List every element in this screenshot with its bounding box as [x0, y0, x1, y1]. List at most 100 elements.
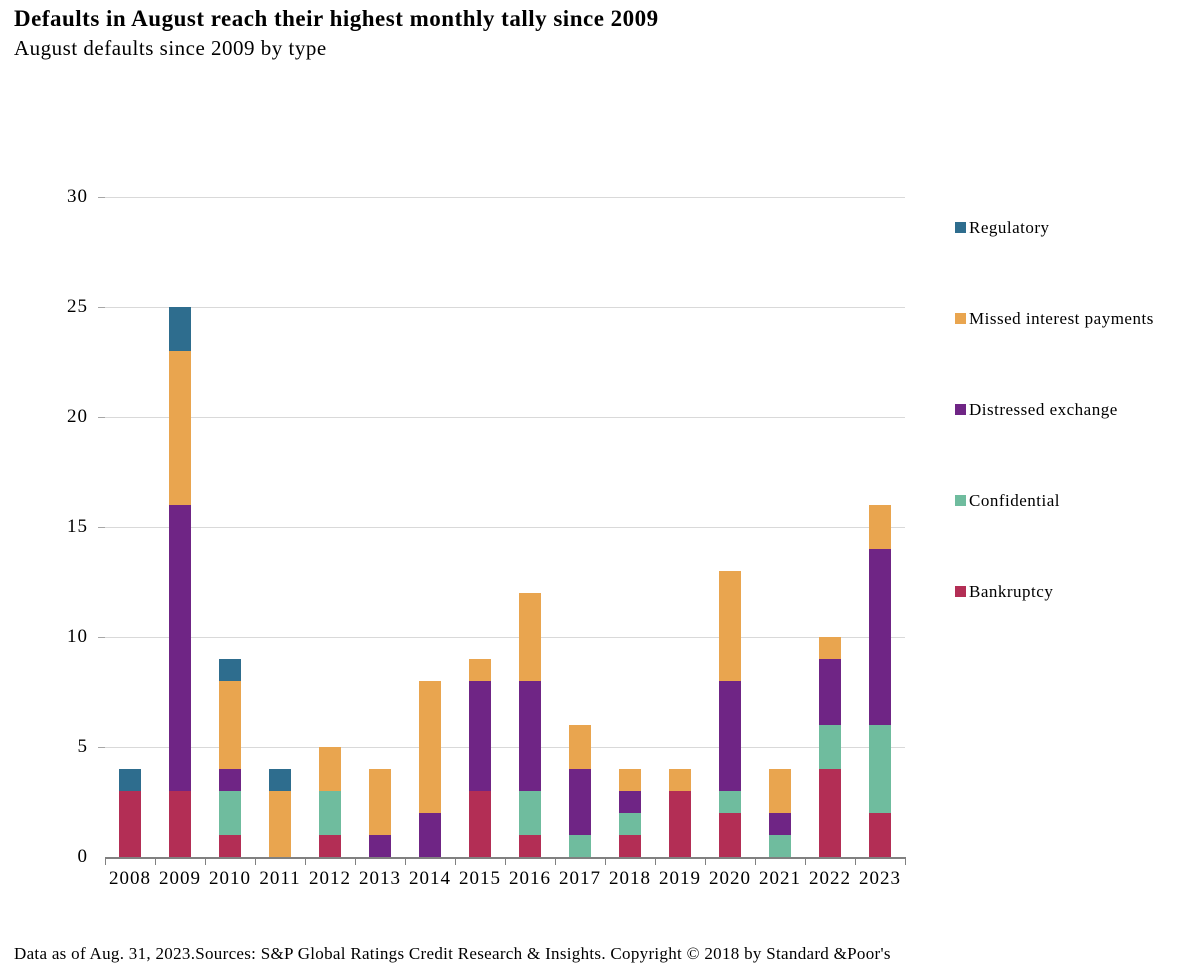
y-axis-label-25: 25	[67, 296, 88, 317]
bar-segment-2023-bankruptcy	[869, 813, 891, 857]
bar-segment-2010-missed-interest-payments	[219, 681, 241, 769]
bar-segment-2009-distressed-exchange	[169, 505, 191, 791]
x-axis-label-2020: 2020	[709, 868, 751, 889]
y-tick-mark	[98, 307, 105, 308]
bar-segment-2022-missed-interest-payments	[819, 637, 841, 659]
bar-segment-2023-distressed-exchange	[869, 549, 891, 725]
bar-segment-2018-missed-interest-payments	[619, 769, 641, 791]
bar-segment-2016-bankruptcy	[519, 835, 541, 857]
gridline-y-30	[105, 197, 905, 198]
x-axis-label-2021: 2021	[759, 868, 801, 889]
x-tick-mark	[455, 857, 456, 865]
bar-segment-2013-missed-interest-payments	[369, 769, 391, 835]
bar-segment-2015-distressed-exchange	[469, 681, 491, 791]
bar-segment-2020-missed-interest-payments	[719, 571, 741, 681]
bar-segment-2008-regulatory	[119, 769, 141, 791]
x-axis-label-2022: 2022	[809, 868, 851, 889]
legend-item-regulatory: Regulatory	[955, 218, 1050, 238]
bar-segment-2011-regulatory	[269, 769, 291, 791]
y-axis-label-10: 10	[67, 626, 88, 647]
x-tick-mark	[555, 857, 556, 865]
x-axis-label-2012: 2012	[309, 868, 351, 889]
legend-swatch-icon	[955, 495, 966, 506]
y-axis-label-0: 0	[77, 846, 88, 867]
gridline-y-20	[105, 417, 905, 418]
bar-segment-2023-confidential	[869, 725, 891, 813]
x-tick-mark	[505, 857, 506, 865]
x-tick-mark	[705, 857, 706, 865]
bar-segment-2018-distressed-exchange	[619, 791, 641, 813]
x-tick-mark	[105, 857, 106, 865]
x-tick-mark	[155, 857, 156, 865]
bar-segment-2013-distressed-exchange	[369, 835, 391, 857]
legend-item-confidential: Confidential	[955, 491, 1060, 511]
chart-title: Defaults in August reach their highest m…	[14, 6, 659, 31]
legend-item-distressed-exchange: Distressed exchange	[955, 400, 1118, 420]
bar-segment-2014-missed-interest-payments	[419, 681, 441, 813]
bar-segment-2022-distressed-exchange	[819, 659, 841, 725]
x-tick-mark	[905, 857, 906, 865]
y-tick-mark	[98, 637, 105, 638]
bar-segment-2020-distressed-exchange	[719, 681, 741, 791]
bar-segment-2022-bankruptcy	[819, 769, 841, 857]
x-tick-mark	[855, 857, 856, 865]
bar-segment-2017-distressed-exchange	[569, 769, 591, 835]
bar-segment-2021-distressed-exchange	[769, 813, 791, 835]
bar-segment-2008-bankruptcy	[119, 791, 141, 857]
legend-swatch-icon	[955, 222, 966, 233]
x-axis-label-2011: 2011	[259, 868, 301, 889]
legend-label: Confidential	[969, 491, 1060, 510]
legend-swatch-icon	[955, 404, 966, 415]
legend-item-bankruptcy: Bankruptcy	[955, 582, 1053, 602]
x-axis-label-2010: 2010	[209, 868, 251, 889]
bar-segment-2012-confidential	[319, 791, 341, 835]
bar-segment-2009-missed-interest-payments	[169, 351, 191, 505]
x-tick-mark	[355, 857, 356, 865]
gridline-y-15	[105, 527, 905, 528]
bar-segment-2016-confidential	[519, 791, 541, 835]
y-tick-mark	[98, 417, 105, 418]
bar-segment-2012-missed-interest-payments	[319, 747, 341, 791]
legend-swatch-icon	[955, 586, 966, 597]
bar-segment-2016-distressed-exchange	[519, 681, 541, 791]
x-axis-label-2017: 2017	[559, 868, 601, 889]
bar-segment-2017-missed-interest-payments	[569, 725, 591, 769]
x-axis-label-2023: 2023	[859, 868, 901, 889]
y-axis-label-5: 5	[77, 736, 88, 757]
x-tick-mark	[255, 857, 256, 865]
y-axis-label-15: 15	[67, 516, 88, 537]
bar-segment-2023-missed-interest-payments	[869, 505, 891, 549]
x-axis-label-2013: 2013	[359, 868, 401, 889]
bar-segment-2010-distressed-exchange	[219, 769, 241, 791]
legend-label: Distressed exchange	[969, 400, 1118, 419]
gridline-y-10	[105, 637, 905, 638]
bar-segment-2021-missed-interest-payments	[769, 769, 791, 813]
bar-segment-2011-missed-interest-payments	[269, 791, 291, 857]
chart-subtitle: August defaults since 2009 by type	[14, 36, 327, 60]
x-tick-mark	[405, 857, 406, 865]
x-tick-mark	[305, 857, 306, 865]
bar-segment-2018-bankruptcy	[619, 835, 641, 857]
x-tick-mark	[805, 857, 806, 865]
x-tick-mark	[755, 857, 756, 865]
x-tick-mark	[655, 857, 656, 865]
bar-segment-2010-confidential	[219, 791, 241, 835]
source-note: Data as of Aug. 31, 2023.Sources: S&P Gl…	[14, 944, 891, 963]
gridline-y-25	[105, 307, 905, 308]
bar-segment-2022-confidential	[819, 725, 841, 769]
bar-segment-2014-distressed-exchange	[419, 813, 441, 857]
x-tick-mark	[605, 857, 606, 865]
bar-segment-2009-regulatory	[169, 307, 191, 351]
x-axis-label-2019: 2019	[659, 868, 701, 889]
y-axis-label-30: 30	[67, 186, 88, 207]
y-tick-mark	[98, 527, 105, 528]
legend-label: Missed interest payments	[969, 309, 1154, 328]
x-axis-label-2018: 2018	[609, 868, 651, 889]
bar-segment-2016-missed-interest-payments	[519, 593, 541, 681]
x-axis-label-2009: 2009	[159, 868, 201, 889]
legend-label: Regulatory	[969, 218, 1050, 237]
bar-segment-2021-confidential	[769, 835, 791, 857]
gridline-y-5	[105, 747, 905, 748]
